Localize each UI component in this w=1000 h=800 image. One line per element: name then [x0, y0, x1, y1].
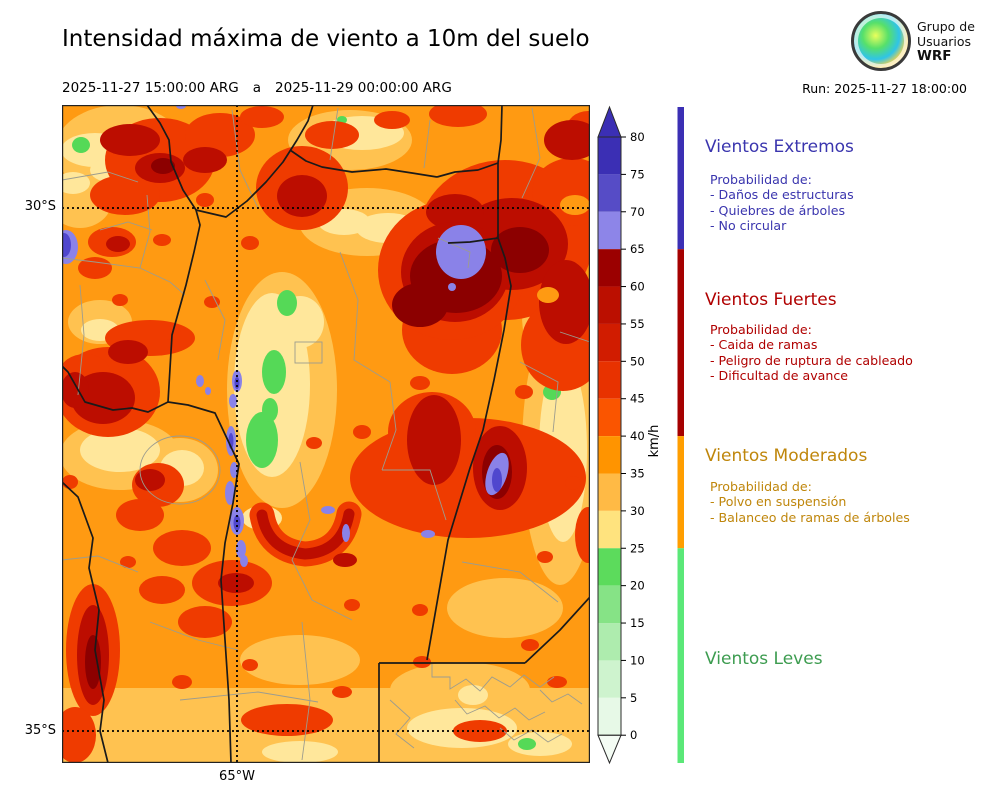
page-title: Intensidad máxima de viento a 10m del su… [62, 26, 590, 52]
svg-text:45: 45 [630, 392, 645, 406]
legend-line: - Daños de estructuras [710, 187, 854, 203]
legend-line: - Quiebres de árboles [710, 202, 846, 218]
svg-text:80: 80 [630, 130, 645, 144]
svg-text:20: 20 [630, 579, 645, 593]
colorbar-unit-label: km/h [647, 424, 662, 458]
wind-intensity-map [62, 105, 590, 763]
legend-body-moderados: Probabilidad de: - Polvo en suspensión -… [710, 479, 910, 525]
logo-line-2: Usuarios [917, 33, 972, 49]
legend-body-fuertes: Probabilidad de: - Caida de ramas - Peli… [710, 322, 913, 384]
lat-label-30s: 30°S [24, 199, 56, 214]
svg-text:0: 0 [630, 728, 637, 742]
legend-line: Probabilidad de: [710, 172, 812, 187]
legend-line: - Caida de ramas [710, 337, 818, 353]
period-separator: a [252, 80, 262, 96]
legend-line: Probabilidad de: [710, 479, 812, 494]
svg-text:30: 30 [630, 504, 645, 518]
svg-text:70: 70 [630, 205, 645, 219]
legend-line: - Dificultad de avance [710, 368, 849, 384]
svg-text:10: 10 [630, 653, 645, 667]
legend-title-leves: Vientos Leves [705, 649, 823, 669]
globe-icon [851, 11, 911, 71]
svg-text:35: 35 [630, 466, 645, 480]
legend-body-extremos: Probabilidad de: - Daños de estructuras … [710, 172, 854, 234]
svg-text:60: 60 [630, 280, 645, 294]
logo-text: Grupo de Usuarios WRF [917, 19, 975, 64]
legend-title-moderados: Vientos Moderados [705, 446, 868, 466]
lon-label-65w: 65°W [219, 769, 255, 784]
legend-line: - Polvo en suspensión [710, 494, 847, 510]
valid-period: 2025-11-27 15:00:00 ARG a 2025-11-29 00:00… [62, 80, 452, 96]
svg-text:50: 50 [630, 354, 645, 368]
svg-text:75: 75 [630, 167, 645, 181]
legend-title-fuertes: Vientos Fuertes [705, 290, 837, 310]
lat-label-35s: 35°S [24, 723, 56, 738]
svg-text:55: 55 [630, 317, 645, 331]
svg-text:40: 40 [630, 429, 645, 443]
logo-line-wrf: WRF [917, 47, 952, 64]
legend-line: - No circular [710, 218, 787, 234]
legend-title-extremos: Vientos Extremos [705, 137, 854, 157]
svg-text:65: 65 [630, 242, 645, 256]
run-timestamp: Run: 2025-11-27 18:00:00 [802, 81, 967, 96]
svg-text:15: 15 [630, 616, 645, 630]
logo-line-1: Grupo de [917, 18, 975, 34]
period-end: 2025-11-29 00:00:00 ARG [275, 80, 452, 96]
legend-line: - Peligro de ruptura de cableado [710, 352, 913, 368]
period-start: 2025-11-27 15:00:00 ARG [62, 80, 239, 96]
svg-text:25: 25 [630, 541, 645, 555]
svg-text:5: 5 [630, 691, 637, 705]
logo: Grupo de Usuarios WRF [851, 11, 975, 71]
legend-line: Probabilidad de: [710, 322, 812, 337]
legend-line: - Balanceo de ramas de árboles [710, 509, 910, 525]
